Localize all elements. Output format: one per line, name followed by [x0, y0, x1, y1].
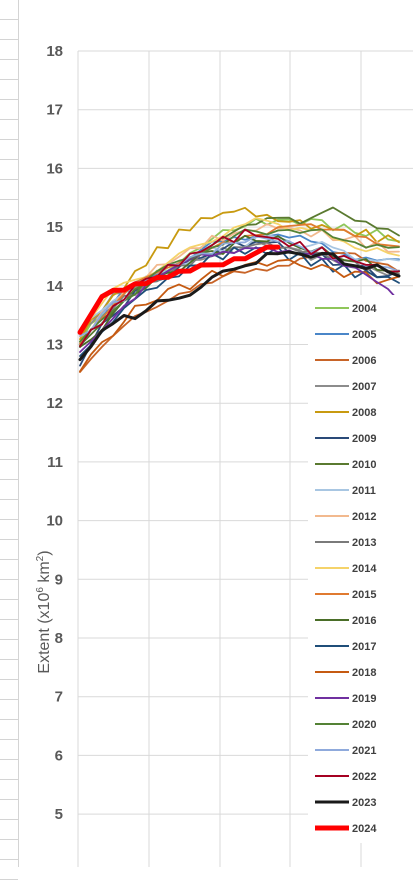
y-tick-label: 14	[46, 278, 63, 295]
y-tick-label: 8	[55, 630, 63, 647]
legend-label-2010: 2010	[352, 459, 376, 471]
legend-label-2020: 2020	[352, 719, 376, 731]
sheet-row-cell	[0, 500, 18, 520]
series-line-2024	[77, 244, 281, 335]
series-line-2014	[79, 217, 400, 331]
sheet-row-cell	[0, 400, 18, 420]
y-axis-label-exponent-1: 6	[35, 587, 46, 593]
sheet-row-cell	[0, 740, 18, 760]
legend-label-2017: 2017	[352, 641, 376, 653]
sheet-row-cell	[0, 200, 18, 220]
legend-label-2014: 2014	[352, 563, 377, 575]
legend-label-2022: 2022	[352, 771, 376, 783]
legend-label-2018: 2018	[352, 667, 376, 679]
y-tick-label: 16	[46, 160, 63, 177]
chart-series-lines	[77, 206, 401, 373]
sheet-row-cell	[0, 540, 18, 560]
y-tick-label: 10	[46, 513, 63, 530]
sheet-row-cell	[0, 320, 18, 340]
spreadsheet-grid-edge	[0, 0, 19, 880]
sheet-row-cell	[0, 760, 18, 780]
legend-label-2009: 2009	[352, 433, 376, 445]
y-tick-label: 12	[46, 395, 63, 412]
y-axis-label-unit: km	[36, 561, 53, 587]
legend-label-2019: 2019	[352, 693, 376, 705]
legend-label-2016: 2016	[352, 615, 376, 627]
sheet-row-cell	[0, 40, 18, 60]
sheet-row-cell	[0, 820, 18, 840]
series-line-2010	[79, 206, 400, 347]
y-tick-label: 15	[46, 219, 63, 236]
legend-label-2021: 2021	[352, 745, 376, 757]
legend-label-2006: 2006	[352, 355, 376, 367]
sheet-row-cell	[0, 440, 18, 460]
legend-label-2011: 2011	[352, 485, 376, 497]
sheet-row-cell	[0, 300, 18, 320]
sheet-row-cell	[0, 660, 18, 680]
series-line-2023	[78, 250, 401, 362]
y-tick-label: 5	[55, 806, 63, 823]
legend-label-2024: 2024	[352, 823, 377, 835]
legend-label-2008: 2008	[352, 407, 376, 419]
sheet-row-cell	[0, 260, 18, 280]
y-tick-label: 6	[55, 747, 63, 764]
legend-label-2023: 2023	[352, 797, 376, 809]
y-tick-label: 9	[55, 571, 63, 588]
legend-label-2005: 2005	[352, 329, 376, 341]
series-line-2019	[79, 246, 400, 353]
sheet-row-cell	[0, 420, 18, 440]
sheet-row-cell	[0, 0, 18, 20]
legend-label-2013: 2013	[352, 537, 376, 549]
sheet-row-cell	[0, 80, 18, 100]
y-tick-label: 7	[55, 689, 63, 706]
sheet-row-cell	[0, 640, 18, 660]
legend-label-2004: 2004	[352, 303, 377, 315]
sheet-row-cell	[0, 840, 18, 860]
sheet-row-cell	[0, 560, 18, 580]
sheet-row-cell	[0, 720, 18, 740]
y-axis-label-suffix: )	[36, 550, 53, 555]
sheet-row-cell	[0, 520, 18, 540]
sheet-row-cell	[0, 60, 18, 80]
sheet-row-cell	[0, 680, 18, 700]
sheet-row-cell	[0, 360, 18, 380]
sheet-row-cell	[0, 480, 18, 500]
sheet-row-cell	[0, 380, 18, 400]
sheet-row-cell	[0, 700, 18, 720]
sheet-row-cell	[0, 240, 18, 260]
sheet-row-cell	[0, 580, 18, 600]
sheet-row-cell	[0, 100, 18, 120]
sheet-row-cell	[0, 160, 18, 180]
sheet-row-cell	[0, 280, 18, 300]
y-tick-label: 18	[46, 43, 63, 60]
sheet-row-cell	[0, 600, 18, 620]
y-axis-ticks: 18 17 16 15 14 13 12 11 10 9 8 7 6 5	[46, 43, 63, 823]
sheet-column-line	[18, 0, 19, 867]
sheet-row-cell	[0, 800, 18, 820]
y-axis-label-prefix: Extent (x10	[36, 593, 53, 674]
legend-label-2007: 2007	[352, 381, 376, 393]
y-tick-label: 17	[46, 102, 63, 119]
chart-legend: 2004 2005 2006 2007 2008 2009 2010 2011 2012 2013…	[308, 295, 413, 843]
sheet-row-cell	[0, 140, 18, 160]
sheet-row-cell	[0, 180, 18, 200]
sheet-row-cell	[0, 340, 18, 360]
sheet-row-cell	[0, 220, 18, 240]
y-axis-label-exponent-2: 2	[35, 555, 46, 561]
sheet-row-cell	[0, 460, 18, 480]
y-tick-label: 13	[46, 337, 63, 354]
legend-label-2015: 2015	[352, 589, 376, 601]
legend-label-2012: 2012	[352, 511, 376, 523]
sheet-row-cell	[0, 20, 18, 40]
sheet-row-cell	[0, 620, 18, 640]
sheet-row-cell	[0, 120, 18, 140]
y-tick-label: 11	[47, 454, 63, 471]
y-axis-label: Extent (x106 km2)	[35, 550, 53, 673]
sheet-row-cell	[0, 780, 18, 800]
series-line-2020	[79, 228, 400, 343]
